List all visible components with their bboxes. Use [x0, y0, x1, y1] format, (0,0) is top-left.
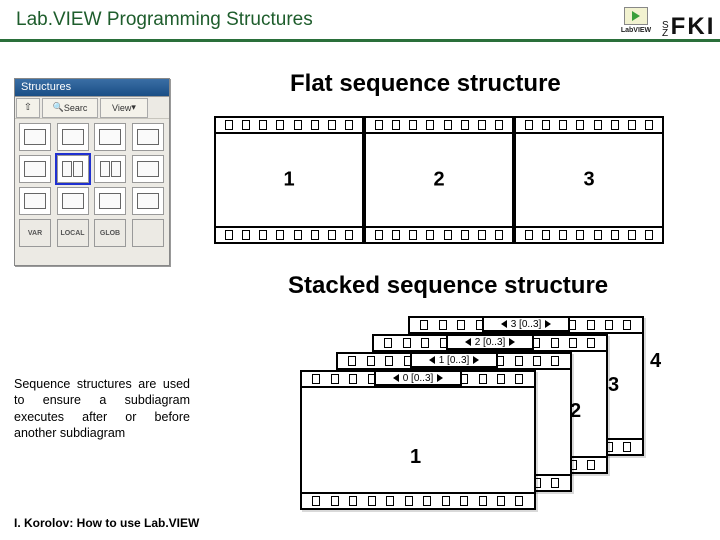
- film-sprockets: [366, 118, 512, 134]
- film-sprockets: [516, 226, 662, 242]
- palette-item-while-loop[interactable]: [57, 123, 89, 151]
- palette-item-flat-seq[interactable]: [57, 155, 89, 183]
- palette-search-button[interactable]: 🔍Searc: [42, 98, 98, 118]
- flat-frame-3: 3: [514, 116, 664, 244]
- flat-frame-2: 2: [364, 116, 514, 244]
- slide-title: Lab.VIEW Programming Structures: [0, 9, 313, 31]
- frame-selector[interactable]: 3 [0..3]: [482, 316, 570, 332]
- prev-frame-icon: [465, 338, 471, 346]
- palette-item-blank2[interactable]: [94, 187, 126, 215]
- header-logos: LabVIEW SZ FKI: [616, 2, 714, 38]
- palette-item-diagram[interactable]: [19, 187, 51, 215]
- stacked-frame-0: 0 [0..3]: [300, 370, 536, 510]
- prev-frame-icon: [501, 320, 507, 328]
- next-frame-icon: [473, 356, 479, 364]
- palette-item-case[interactable]: [132, 123, 164, 151]
- film-sprockets: [302, 492, 534, 508]
- palette-item-timed[interactable]: [94, 123, 126, 151]
- flat-frame-label: 2: [433, 169, 444, 192]
- palette-item-event[interactable]: [19, 155, 51, 183]
- prev-frame-icon: [393, 374, 399, 382]
- stacked-sequence-diagram: 3 [0..3] 2 [0..3] 1 [0..3] 0 [0..3] 4 3 2 1: [300, 316, 660, 496]
- slide-header: Lab.VIEW Programming Structures LabVIEW …: [0, 0, 720, 42]
- palette-item-blank3[interactable]: [132, 187, 164, 215]
- next-frame-icon: [509, 338, 515, 346]
- prev-frame-icon: [429, 356, 435, 364]
- flat-frame-label: 1: [283, 169, 294, 192]
- next-frame-icon: [437, 374, 443, 382]
- frame-selector[interactable]: 1 [0..3]: [410, 352, 498, 368]
- frame-selector-label: 3 [0..3]: [511, 319, 542, 330]
- frame-selector-label: 1 [0..3]: [439, 355, 470, 366]
- film-sprockets: [516, 118, 662, 134]
- description-text: Sequence structures are used to ensure a…: [14, 376, 190, 441]
- palette-view-button[interactable]: View▾: [100, 98, 148, 118]
- palette-item-local[interactable]: LOCAL: [57, 219, 89, 247]
- palette-item-formula[interactable]: [132, 155, 164, 183]
- flat-sequence-title: Flat sequence structure: [290, 70, 561, 98]
- labview-logo: LabVIEW: [616, 2, 656, 38]
- film-sprockets: [366, 226, 512, 242]
- labview-logo-label: LabVIEW: [621, 27, 651, 34]
- palette-item-decor[interactable]: [132, 219, 164, 247]
- film-sprockets: [216, 118, 362, 134]
- frame-selector[interactable]: 2 [0..3]: [446, 334, 534, 350]
- frame-selector-label: 0 [0..3]: [403, 373, 434, 384]
- palette-item-global[interactable]: GLOB: [94, 219, 126, 247]
- film-sprockets: [216, 226, 362, 242]
- flat-frame-label: 3: [583, 169, 594, 192]
- stacked-frame-number: 2: [570, 400, 581, 423]
- frame-selector-label: 2 [0..3]: [475, 337, 506, 348]
- palette-toolbar: ⇧ 🔍Searc View▾: [15, 97, 169, 119]
- palette-title: Structures: [15, 79, 169, 97]
- stacked-frame-number: 4: [650, 350, 661, 373]
- palette-up-button[interactable]: ⇧: [16, 98, 40, 118]
- up-icon: ⇧: [24, 102, 32, 113]
- flat-frame-1: 1: [214, 116, 364, 244]
- palette-item-blank1[interactable]: [57, 187, 89, 215]
- stacked-frame-number: 3: [608, 374, 619, 397]
- szfki-logo: SZ FKI: [662, 2, 714, 38]
- structures-palette: Structures ⇧ 🔍Searc View▾ VARLOCALGLOB: [14, 78, 170, 266]
- palette-grid: VARLOCALGLOB: [15, 119, 169, 251]
- flat-sequence-diagram: 1 2 3: [214, 116, 666, 248]
- palette-item-stacked-seq[interactable]: [94, 155, 126, 183]
- frame-selector[interactable]: 0 [0..3]: [374, 370, 462, 386]
- palette-item-for-loop[interactable]: [19, 123, 51, 151]
- stacked-sequence-title: Stacked sequence structure: [288, 272, 608, 300]
- stacked-frame-number: 1: [410, 446, 421, 469]
- palette-item-var[interactable]: VAR: [19, 219, 51, 247]
- slide-footer: I. Korolov: How to use Lab.VIEW: [14, 516, 199, 530]
- next-frame-icon: [545, 320, 551, 328]
